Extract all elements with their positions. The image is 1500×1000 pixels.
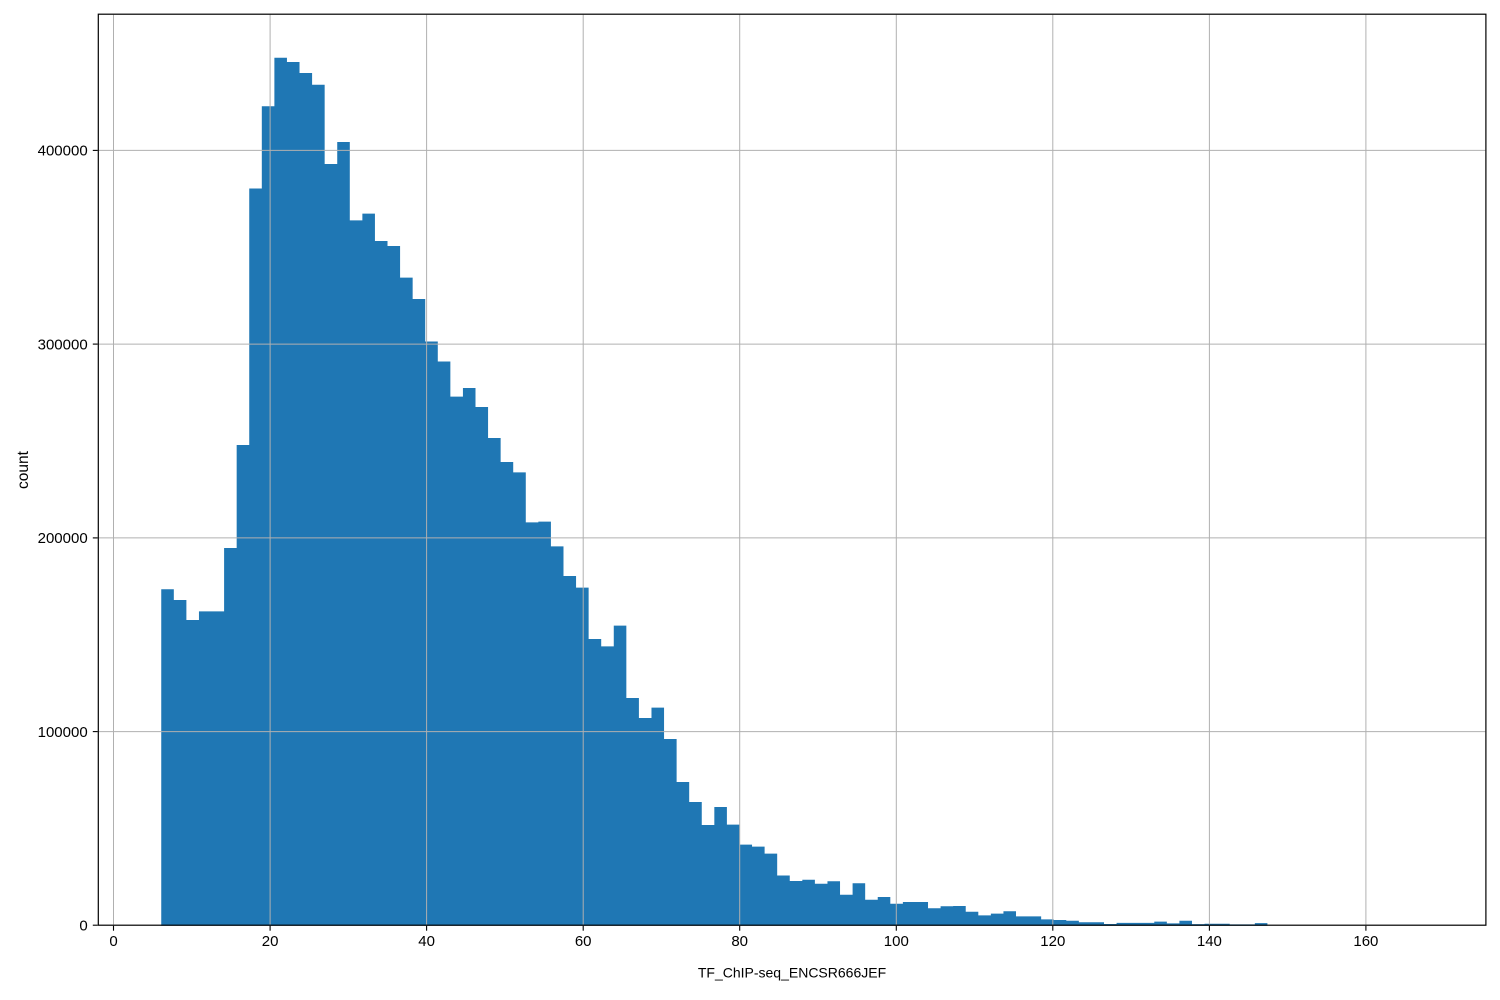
svg-text:400000: 400000 [38,143,88,160]
svg-text:120: 120 [1040,933,1065,950]
svg-text:80: 80 [731,933,748,950]
svg-text:40: 40 [418,933,435,950]
svg-text:160: 160 [1353,933,1378,950]
svg-text:0: 0 [109,933,117,950]
svg-text:100000: 100000 [38,724,88,741]
svg-text:140: 140 [1197,933,1222,950]
svg-text:300000: 300000 [38,336,88,353]
svg-text:100: 100 [884,933,909,950]
svg-text:200000: 200000 [38,530,88,547]
svg-text:60: 60 [575,933,592,950]
svg-text:0: 0 [79,918,87,935]
svg-text:20: 20 [262,933,279,950]
svg-text:TF_ChIP-seq_ENCSR666JEF: TF_ChIP-seq_ENCSR666JEF [698,964,886,980]
svg-text:count: count [15,450,32,489]
